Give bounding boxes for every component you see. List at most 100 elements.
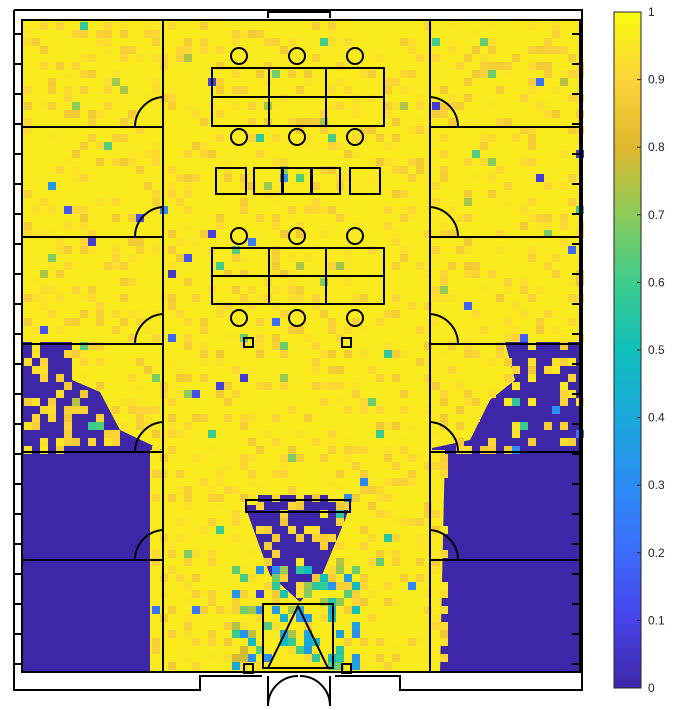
heatmap-noise-cell	[424, 382, 432, 390]
heatmap-noise-cell	[368, 398, 376, 406]
heatmap-noise-cell	[392, 646, 400, 654]
heatmap-noise-cell	[376, 406, 384, 414]
heatmap-noise-cell	[264, 62, 272, 70]
heatmap-noise-cell	[128, 118, 136, 126]
heatmap-noise-cell	[112, 430, 120, 438]
heatmap-noise-cell	[344, 438, 352, 446]
heatmap-noise-cell	[560, 222, 568, 230]
heatmap-noise-cell	[312, 22, 320, 30]
heatmap-noise-cell	[336, 366, 344, 374]
heatmap-noise-cell	[320, 350, 328, 358]
heatmap-noise-cell	[144, 150, 152, 158]
heatmap-noise-cell	[352, 294, 360, 302]
heatmap-noise-cell	[80, 406, 88, 414]
heatmap-noise-cell	[136, 54, 144, 62]
heatmap-noise-cell	[512, 326, 520, 334]
heatmap-noise-cell	[560, 358, 568, 366]
heatmap-noise-cell	[256, 646, 264, 654]
heatmap-noise-cell	[56, 390, 64, 398]
heatmap-noise-cell	[328, 566, 336, 574]
heatmap-noise-cell	[376, 558, 384, 566]
heatmap-noise-cell	[352, 606, 360, 614]
heatmap-noise-cell	[168, 166, 176, 174]
heatmap-noise-cell	[400, 214, 408, 222]
heatmap-noise-cell	[520, 158, 528, 166]
heatmap-noise-cell	[232, 590, 240, 598]
heatmap-noise-cell	[416, 94, 424, 102]
heatmap-noise-cell	[512, 366, 520, 374]
colorbar-tick-label: 0.2	[648, 546, 665, 560]
heatmap-noise-cell	[64, 86, 72, 94]
heatmap-noise-cell	[448, 46, 456, 54]
heatmap-noise-cell	[32, 398, 40, 406]
heatmap-noise-cell	[224, 174, 232, 182]
heatmap-noise-cell	[480, 70, 488, 78]
heatmap-noise-cell	[168, 494, 176, 502]
heatmap-noise-cell	[192, 574, 200, 582]
heatmap-noise-cell	[384, 206, 392, 214]
heatmap-noise-cell	[40, 446, 48, 454]
heatmap-noise-cell	[280, 566, 288, 574]
heatmap-noise-cell	[96, 38, 104, 46]
heatmap-noise-cell	[496, 230, 504, 238]
chair	[346, 309, 364, 327]
heatmap-noise-cell	[528, 246, 536, 254]
heatmap-noise-cell	[424, 462, 432, 470]
heatmap-noise-cell	[248, 630, 256, 638]
heatmap-noise-cell	[112, 78, 120, 86]
heatmap-noise-cell	[200, 150, 208, 158]
heatmap-noise-cell	[208, 654, 216, 662]
heatmap-noise-cell	[120, 54, 128, 62]
heatmap-noise-cell	[432, 38, 440, 46]
heatmap-noise-cell	[432, 510, 440, 518]
heatmap-noise-cell	[56, 22, 64, 30]
heatmap-noise-cell	[328, 38, 336, 46]
heatmap-noise-cell	[128, 150, 136, 158]
heatmap-noise-cell	[448, 38, 456, 46]
heatmap-noise-cell	[200, 38, 208, 46]
heatmap-noise-cell	[296, 646, 304, 654]
heatmap-noise-cell	[256, 246, 264, 254]
heatmap-noise-cell	[168, 230, 176, 238]
heatmap-noise-cell	[296, 118, 304, 126]
colorbar: 0 0.1 0.2 0.3 0.4 0.5 0.6 0.7 0.8 0.9 1	[613, 5, 665, 695]
heatmap-noise-cell	[176, 430, 184, 438]
heatmap-noise-cell	[40, 62, 48, 70]
heatmap-noise-cell	[64, 110, 72, 118]
heatmap-noise-cell	[272, 334, 280, 342]
heatmap-noise-cell	[312, 526, 320, 534]
heatmap-noise-cell	[440, 526, 448, 534]
heatmap-noise-cell	[528, 134, 536, 142]
heatmap-noise-cell	[400, 446, 408, 454]
heatmap-noise-cell	[216, 494, 224, 502]
heatmap-noise-cell	[464, 198, 472, 206]
chair	[230, 47, 248, 65]
heatmap-noise-cell	[344, 590, 352, 598]
heatmap-noise-cell	[256, 382, 264, 390]
heatmap-noise-cell	[280, 158, 288, 166]
heatmap-noise-cell	[296, 166, 304, 174]
heatmap-noise-cell	[328, 582, 336, 590]
heatmap-noise-cell	[392, 310, 400, 318]
heatmap-noise-cell	[240, 494, 248, 502]
heatmap-noise-cell	[272, 470, 280, 478]
heatmap-noise-cell	[208, 486, 216, 494]
heatmap-noise-cell	[552, 254, 560, 262]
heatmap-noise-cell	[384, 350, 392, 358]
heatmap-noise-cell	[248, 102, 256, 110]
heatmap-noise-cell	[368, 174, 376, 182]
heatmap-noise-cell	[184, 614, 192, 622]
heatmap-noise-cell	[136, 126, 144, 134]
heatmap-noise-cell	[232, 70, 240, 78]
heatmap-noise-cell	[352, 102, 360, 110]
heatmap-noise-cell	[240, 374, 248, 382]
heatmap-noise-cell	[480, 38, 488, 46]
heatmap-noise-cell	[72, 406, 80, 414]
heatmap-noise-cell	[200, 142, 208, 150]
heatmap-noise-cell	[360, 638, 368, 646]
heatmap-noise-cell	[552, 22, 560, 30]
heatmap-noise-cell	[312, 294, 320, 302]
heatmap-noise-cell	[264, 302, 272, 310]
heatmap-noise-cell	[32, 366, 40, 374]
heatmap-noise-cell	[128, 310, 136, 318]
